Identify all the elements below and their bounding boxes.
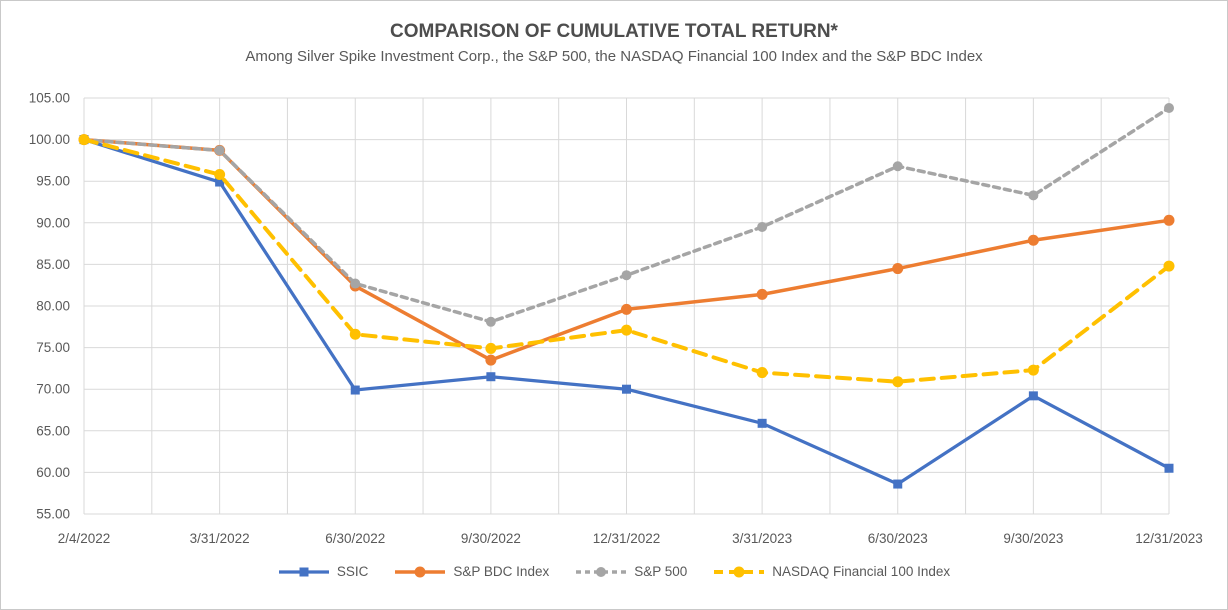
x-tick-label: 6/30/2023 <box>868 531 928 546</box>
data-point-marker <box>1164 102 1174 113</box>
data-point-marker <box>1028 391 1038 401</box>
legend-label: NASDAQ Financial 100 Index <box>772 564 951 579</box>
data-point-marker <box>485 354 497 366</box>
data-point-marker <box>214 145 225 156</box>
data-point-marker <box>622 384 631 394</box>
y-tick-label: 100.00 <box>29 132 70 147</box>
chart-title: COMPARISON OF CUMULATIVE TOTAL RETURN* <box>390 21 838 42</box>
data-point-marker <box>621 303 632 315</box>
y-tick-label: 75.00 <box>36 340 70 355</box>
legend-item-s-p-bdc-index: S&P BDC Index <box>394 564 549 579</box>
y-tick-label: 80.00 <box>36 299 70 314</box>
y-tick-label: 55.00 <box>36 507 70 522</box>
legend-item-ssic: SSIC <box>278 564 369 579</box>
x-tick-label: 2/4/2022 <box>58 531 111 546</box>
data-point-marker <box>1164 463 1174 473</box>
data-point-marker <box>78 134 90 146</box>
legend-item-nasdaq-financial-100-index: NASDAQ Financial 100 Index <box>713 564 950 579</box>
legend-swatch-icon <box>278 567 329 576</box>
data-point-marker <box>486 372 496 382</box>
y-tick-label: 70.00 <box>36 382 70 397</box>
y-tick-label: 105.00 <box>29 91 70 106</box>
legend: SSIC S&P BDC Index S&P 500 NASDAQ Financial… <box>1 564 1227 579</box>
data-point-marker <box>214 169 226 181</box>
legend-label: S&P BDC Index <box>453 564 550 579</box>
y-tick-label: 65.00 <box>36 423 70 438</box>
y-tick-label: 60.00 <box>36 465 70 480</box>
y-tick-label: 95.00 <box>36 174 70 189</box>
data-point-marker <box>757 221 768 232</box>
legend-item-s-p-500: S&P 500 <box>575 564 687 579</box>
data-point-marker <box>892 263 904 275</box>
data-point-marker <box>1027 234 1039 246</box>
data-point-marker <box>1163 214 1175 226</box>
chart-subtitle: Among Silver Spike Investment Corp., the… <box>245 48 983 65</box>
data-point-marker <box>756 288 768 300</box>
x-tick-label: 12/31/2022 <box>593 531 661 546</box>
data-point-marker <box>892 376 904 388</box>
data-point-marker <box>215 177 225 187</box>
x-tick-label: 9/30/2022 <box>461 531 521 546</box>
x-tick-label: 3/31/2022 <box>190 531 250 546</box>
legend-swatch-icon <box>576 566 627 577</box>
data-point-marker <box>350 385 360 395</box>
x-tick-label: 6/30/2022 <box>325 531 385 546</box>
data-point-marker <box>892 161 903 172</box>
data-point-marker <box>485 342 497 354</box>
y-tick-label: 85.00 <box>36 257 70 272</box>
y-tick-label: 90.00 <box>36 215 70 230</box>
data-point-marker <box>893 479 903 489</box>
x-tick-label: 9/30/2023 <box>1003 531 1063 546</box>
data-point-marker <box>1163 260 1175 272</box>
data-point-marker <box>349 328 361 340</box>
data-point-marker <box>485 316 496 327</box>
data-point-marker <box>1028 190 1039 201</box>
data-point-marker <box>621 270 632 281</box>
legend-label: SSIC <box>336 564 369 579</box>
data-point-marker <box>756 367 768 379</box>
data-point-marker <box>757 418 767 428</box>
legend-label: S&P 500 <box>634 564 688 579</box>
legend-swatch-icon <box>395 566 446 577</box>
data-point-marker <box>350 278 361 289</box>
data-point-marker <box>621 324 632 336</box>
legend-swatch-icon <box>714 566 765 577</box>
x-tick-label: 3/31/2023 <box>732 531 792 546</box>
data-point-marker <box>1027 364 1039 376</box>
x-tick-label: 12/31/2023 <box>1135 531 1203 546</box>
